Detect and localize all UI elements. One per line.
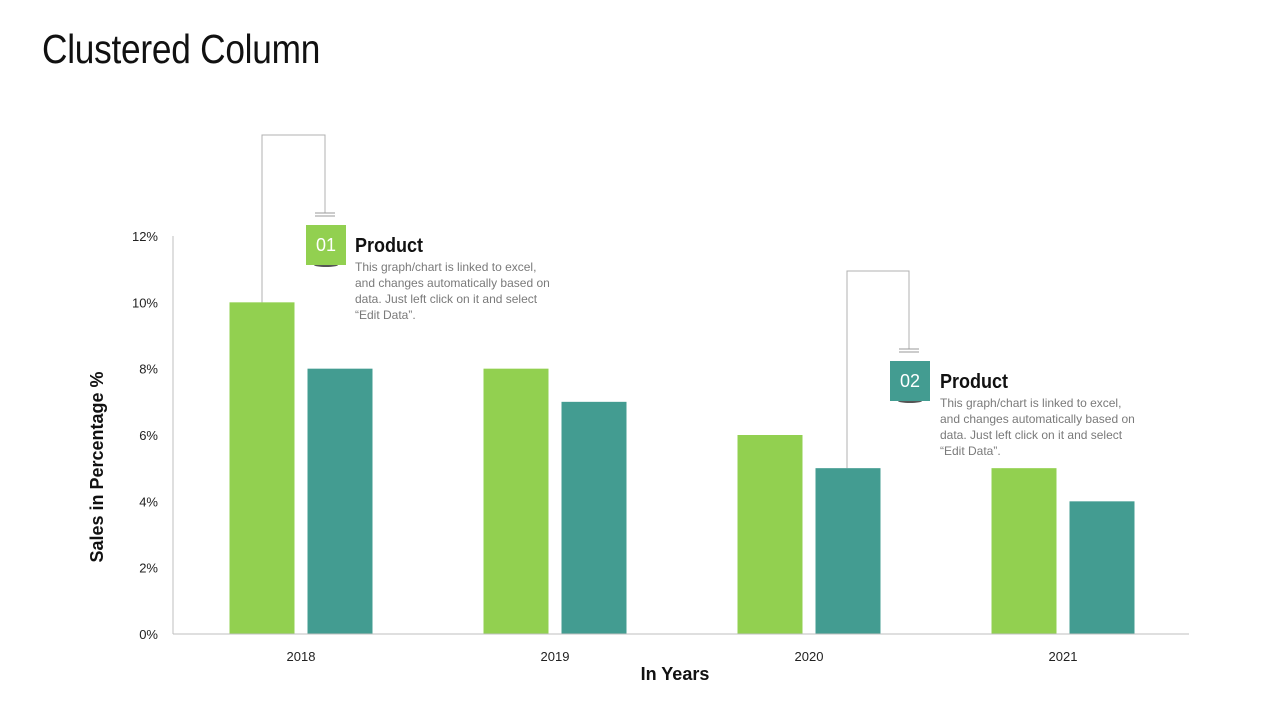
x-tick-label: 2021 [1049, 649, 1078, 664]
bar-2020-series-1 [737, 435, 803, 634]
bar-2019-series-2 [561, 401, 627, 634]
bar-2018-series-2 [307, 368, 373, 634]
bar-2019-series-1 [483, 368, 549, 634]
callout-01-badge: 01 [306, 225, 346, 267]
callout-01-text: This graph/chart is linked to excel, and… [355, 260, 550, 322]
x-tick-label: 2018 [287, 649, 316, 664]
y-tick-label: 0% [139, 627, 158, 642]
callout-02-title: Product [940, 371, 1009, 393]
y-tick-label: 12% [132, 229, 158, 244]
bars [229, 302, 1135, 634]
y-tick-label: 2% [139, 561, 158, 576]
x-tick-labels: 2018 2019 2020 2021 [287, 649, 1078, 664]
y-tick-label: 6% [139, 428, 158, 443]
y-axis-title: Sales in Percentage % [87, 371, 107, 562]
callout-connectors [261, 134, 919, 469]
x-axis-title: In Years [641, 664, 710, 684]
y-tick-label: 4% [139, 494, 158, 509]
x-tick-label: 2020 [795, 649, 824, 664]
bar-2018-series-1 [229, 302, 295, 634]
callout-02-text: This graph/chart is linked to excel, and… [940, 396, 1135, 458]
callout-01-title: Product [355, 235, 424, 257]
page-title: Clustered Column [42, 26, 321, 72]
callout-01-connector [261, 134, 326, 303]
y-tick-labels: 0% 2% 4% 6% 8% 10% 12% [132, 229, 158, 642]
y-tick-label: 10% [132, 295, 158, 310]
y-tick-label: 8% [139, 362, 158, 377]
bar-2020-series-2 [815, 468, 881, 634]
x-tick-label: 2019 [541, 649, 570, 664]
bar-2021-series-2 [1069, 501, 1135, 634]
callout-02-connector [846, 270, 910, 469]
callout-02-badge: 02 [890, 361, 930, 403]
bar-2021-series-1 [991, 468, 1057, 634]
